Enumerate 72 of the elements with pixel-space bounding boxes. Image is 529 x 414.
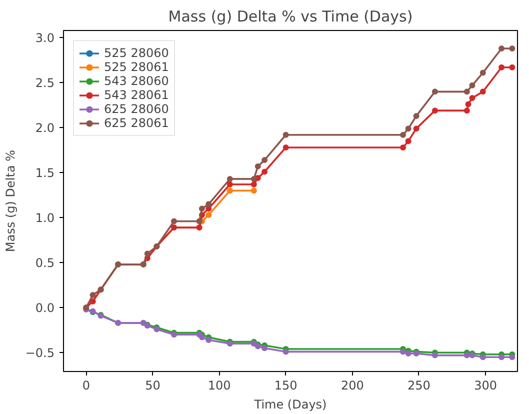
legend-label: 625 28060 [104,102,169,116]
point [413,126,420,132]
point [282,348,289,355]
point [405,350,412,356]
point [198,206,205,212]
point [206,212,212,218]
point [509,46,516,52]
point [250,188,257,194]
y-tick-label: −0.5 [25,346,54,360]
point [90,292,96,298]
point [498,46,505,52]
y-tick-label: 0.5 [35,256,55,270]
point [206,201,212,208]
point [480,354,486,360]
point [432,88,438,95]
point [262,168,268,175]
point [464,352,470,358]
point [282,132,289,138]
x-tick-label: 100 [208,378,231,392]
point [254,163,261,170]
y-tick-label: 1.0 [35,211,55,226]
x-tick-label: 300 [474,378,497,392]
point [498,64,505,70]
point [226,188,233,194]
point [480,88,486,95]
x-tick-label: 250 [408,378,430,392]
chart-title: Mass (g) Delta % vs Time (Days) [168,8,413,26]
x-axis-title: Time (Days) [253,398,327,412]
point [432,352,438,358]
point [400,144,406,150]
point [400,348,406,355]
x-tick-label: 150 [274,378,298,392]
legend-label: 543 28060 [104,74,169,88]
point [206,337,212,344]
x-tick-label: 0 [82,378,90,392]
legend-label: 525 28061 [104,60,169,74]
point [405,126,412,132]
x-tick-label: 50 [145,378,160,392]
y-tick-label: 3.0 [35,31,55,46]
y-tick-label: 1.5 [35,166,55,180]
point [498,354,505,360]
y-tick-label: 2.5 [35,76,55,90]
point [413,112,420,119]
y-tick-label: 2.0 [35,121,55,136]
point [250,181,257,188]
x-tick-label: 200 [340,378,364,392]
point [171,218,178,224]
point [432,108,438,114]
point [469,94,476,101]
legend-label: 525 28060 [104,46,169,60]
y-tick-label: 0.0 [35,301,55,316]
y-axis-title: Mass (g) Delta % [3,150,18,252]
legend-label: 543 28061 [104,88,169,102]
point [144,250,150,257]
point [509,354,516,360]
point [469,82,476,88]
point [262,345,268,352]
legend-label: 625 28061 [104,116,169,130]
point [226,181,233,188]
point [262,157,268,164]
point [509,64,516,70]
point [196,218,202,224]
point [465,101,472,108]
point [464,108,470,114]
point [226,176,233,182]
point [198,334,205,340]
point [405,138,412,144]
point [464,88,470,95]
point [250,176,257,182]
point [480,70,486,76]
point [282,144,289,150]
point [400,132,406,138]
